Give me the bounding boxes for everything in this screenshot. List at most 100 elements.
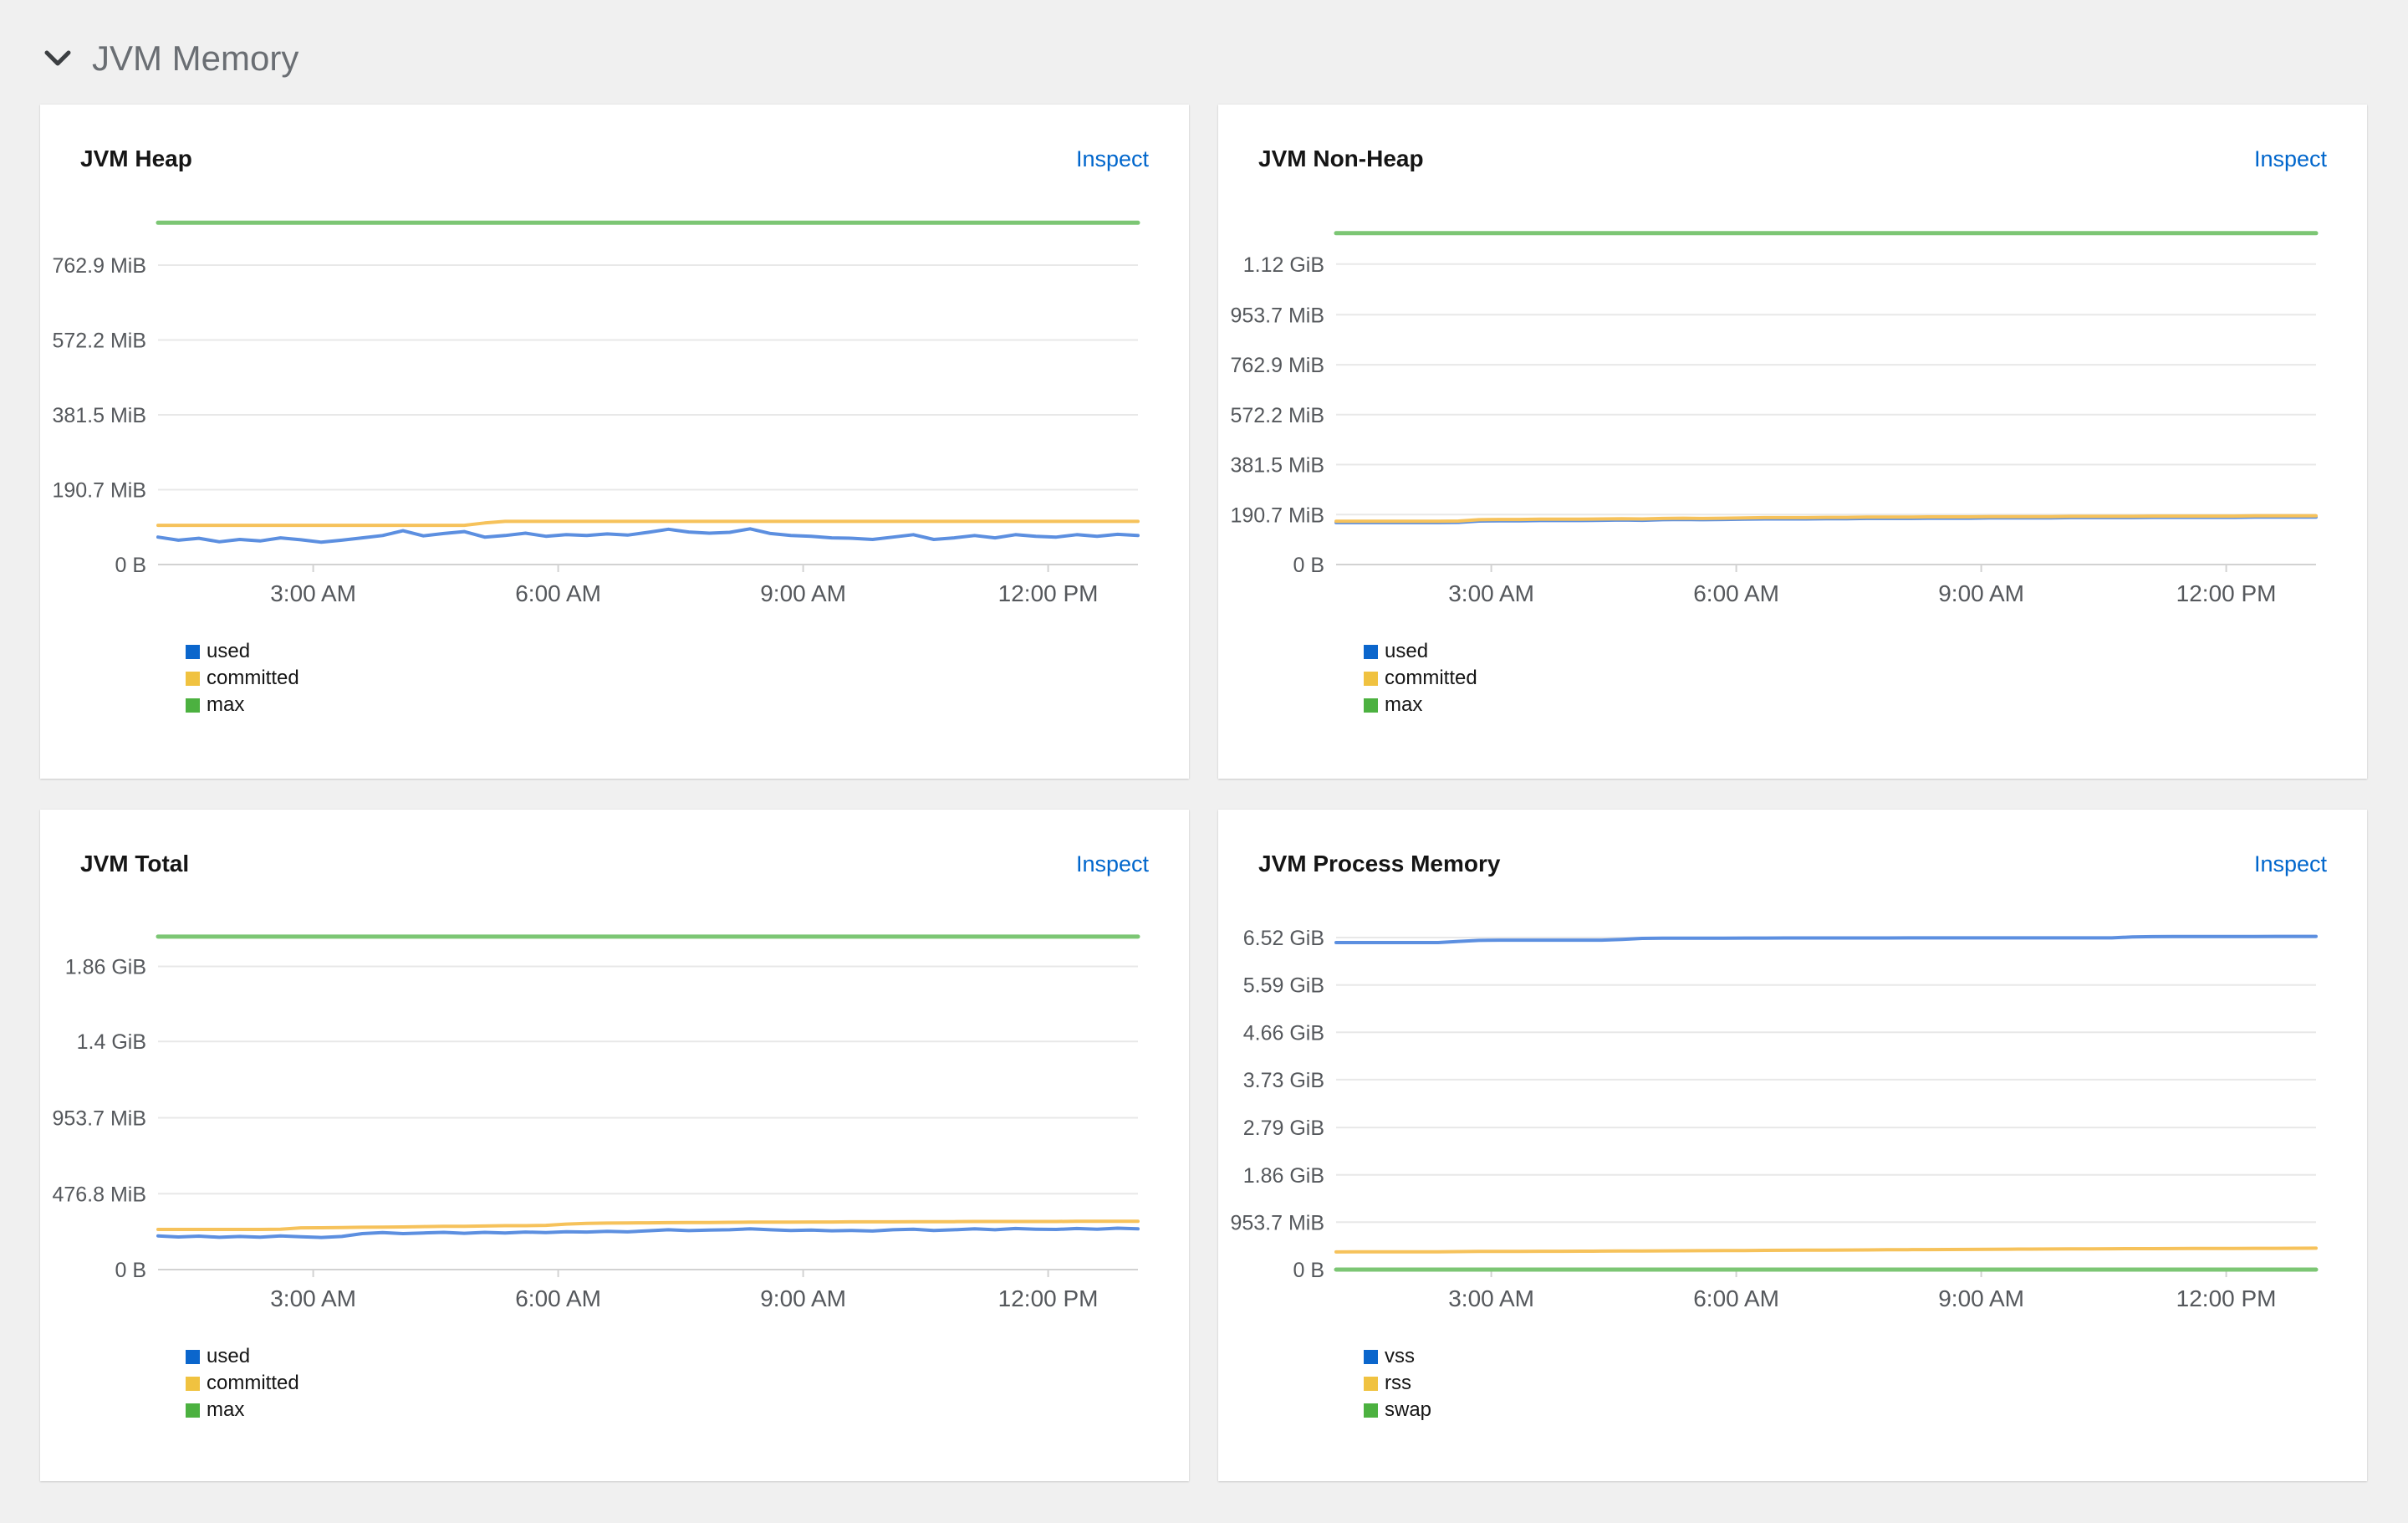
series-used	[156, 527, 1140, 544]
panel-jvm-heap: JVM Heap Inspect 0 B 190.7 MiB 381.5 MiB 57…	[40, 105, 1189, 779]
y-tick-label: 381.5 MiB	[52, 404, 146, 427]
y-tick-label: 4.66 GiB	[1243, 1021, 1324, 1045]
y-tick-label: 476.8 MiB	[52, 1183, 146, 1206]
legend-swatch	[1364, 1403, 1378, 1418]
chevron-down-icon[interactable]	[43, 49, 72, 68]
legend-swatch	[1364, 698, 1378, 713]
x-tick-label: 12:00 PM	[998, 580, 1099, 606]
panel-header: JVM Total Inspect	[80, 850, 1149, 878]
legend-label: used	[1385, 640, 1429, 662]
legend-item-max[interactable]: max	[186, 1400, 299, 1420]
y-tick-label: 190.7 MiB	[1230, 503, 1324, 527]
inspect-link[interactable]: Inspect	[2253, 851, 2327, 876]
legend-item-committed[interactable]: committed	[186, 668, 299, 688]
y-tick-label: 6.52 GiB	[1243, 927, 1324, 950]
panel-title: JVM Total	[80, 851, 190, 876]
panel-jvm-non-heap: JVM Non-Heap Inspect 0 B 190.7 MiB 381.5 M…	[1218, 105, 2367, 779]
legend-label: max	[207, 1398, 245, 1421]
y-tick-label: 2.79 GiB	[1243, 1117, 1324, 1140]
y-tick-label: 1.86 GiB	[1243, 1164, 1324, 1188]
panel-title: JVM Process Memory	[1258, 851, 1501, 876]
x-tick-label: 6:00 AM	[515, 580, 601, 606]
legend-swatch	[186, 1349, 200, 1364]
legend-item-rss[interactable]: rss	[1364, 1373, 1431, 1393]
legend-item-used[interactable]: used	[186, 1347, 299, 1367]
jvm-heap-chart[interactable]: 0 B 190.7 MiB 381.5 MiB 572.2 MiB 762.9 MiB 3…	[40, 205, 1189, 623]
series-rss	[1334, 1246, 2318, 1254]
legend-label: committed	[1385, 667, 1477, 689]
legend-item-used[interactable]: used	[186, 641, 299, 662]
chart-legend: used committed max	[186, 1347, 299, 1420]
series-committed	[1334, 514, 2318, 524]
chart-legend: vss rss swap	[1364, 1347, 1431, 1420]
legend-label: swap	[1385, 1398, 1432, 1421]
jvm-total-chart[interactable]: 0 B 476.8 MiB 953.7 MiB 1.4 GiB 1.86 GiB 3:00…	[40, 910, 1189, 1328]
legend-swatch	[186, 698, 200, 713]
y-tick-label: 953.7 MiB	[1230, 1211, 1324, 1234]
y-tick-label: 5.59 GiB	[1243, 974, 1324, 998]
panel-title: JVM Heap	[80, 146, 192, 171]
jvm-non-heap-chart[interactable]: 0 B 190.7 MiB 381.5 MiB 572.2 MiB 762.9 MiB 9…	[1218, 205, 2367, 623]
x-tick-label: 9:00 AM	[760, 1285, 846, 1311]
legend-label: rss	[1385, 1372, 1411, 1394]
legend-item-committed[interactable]: committed	[186, 1373, 299, 1393]
panel-header: JVM Non-Heap Inspect	[1258, 145, 2327, 173]
legend-item-max[interactable]: max	[186, 695, 299, 715]
legend-swatch	[186, 1403, 200, 1418]
y-tick-label: 1.4 GiB	[77, 1030, 146, 1054]
legend-swatch	[1364, 671, 1378, 686]
y-tick-label: 190.7 MiB	[52, 479, 146, 503]
legend-swatch	[1364, 1376, 1378, 1391]
x-tick-label: 9:00 AM	[1938, 1285, 2024, 1311]
y-tick-label: 1.86 GiB	[65, 956, 146, 979]
legend-item-max[interactable]: max	[1364, 695, 1477, 715]
y-tick-label: 953.7 MiB	[52, 1107, 146, 1131]
y-tick-label: 0 B	[1293, 554, 1324, 577]
x-tick-label: 3:00 AM	[270, 580, 356, 606]
legend-item-committed[interactable]: committed	[1364, 668, 1477, 688]
legend-swatch	[1364, 1349, 1378, 1364]
panel-header: JVM Process Memory Inspect	[1258, 850, 2327, 878]
chart-legend: used committed max	[1364, 641, 1477, 715]
chart-legend: used committed max	[186, 641, 299, 715]
inspect-link[interactable]: Inspect	[1075, 851, 1149, 876]
legend-swatch	[186, 1376, 200, 1391]
panel-header: JVM Heap Inspect	[80, 145, 1149, 173]
y-tick-label: 0 B	[1293, 1259, 1324, 1282]
inspect-link[interactable]: Inspect	[1075, 146, 1149, 171]
legend-label: committed	[207, 1372, 299, 1394]
legend-item-vss[interactable]: vss	[1364, 1347, 1431, 1367]
legend-swatch	[186, 671, 200, 686]
series-committed	[156, 1219, 1140, 1231]
y-tick-label: 1.12 GiB	[1243, 253, 1324, 277]
x-tick-label: 9:00 AM	[760, 580, 846, 606]
panel-jvm-total: JVM Total Inspect 0 B 476.8 MiB 953.7 MiB 1…	[40, 810, 1189, 1481]
y-tick-label: 762.9 MiB	[52, 254, 146, 278]
y-tick-label: 3.73 GiB	[1243, 1069, 1324, 1092]
dashboard-grid: JVM Heap Inspect 0 B 190.7 MiB 381.5 MiB 57…	[40, 105, 2367, 1481]
y-tick-label: 381.5 MiB	[1230, 454, 1324, 478]
y-tick-label: 0 B	[115, 1259, 146, 1282]
section-title: JVM Memory	[92, 38, 299, 78]
x-tick-label: 6:00 AM	[515, 1285, 601, 1311]
legend-label: used	[207, 1345, 251, 1367]
y-tick-label: 572.2 MiB	[1230, 404, 1324, 427]
legend-label: used	[207, 640, 251, 662]
y-tick-label: 953.7 MiB	[1230, 304, 1324, 327]
x-tick-label: 6:00 AM	[1693, 580, 1779, 606]
section-toggle-jvm-memory[interactable]: JVM Memory	[43, 32, 298, 85]
legend-swatch	[1364, 644, 1378, 659]
jvm-process-memory-chart[interactable]: 0 B 953.7 MiB 1.86 GiB 2.79 GiB 3.73 GiB 4.66…	[1218, 910, 2367, 1328]
legend-label: max	[207, 693, 245, 716]
x-tick-label: 3:00 AM	[1448, 1285, 1534, 1311]
inspect-link[interactable]: Inspect	[2253, 146, 2327, 171]
series-vss	[1334, 934, 2318, 944]
legend-item-swap[interactable]: swap	[1364, 1400, 1431, 1420]
series-used	[156, 1226, 1140, 1239]
y-tick-label: 0 B	[115, 554, 146, 577]
x-tick-label: 3:00 AM	[1448, 580, 1534, 606]
x-tick-label: 3:00 AM	[270, 1285, 356, 1311]
y-tick-label: 572.2 MiB	[52, 330, 146, 353]
legend-item-used[interactable]: used	[1364, 641, 1477, 662]
x-tick-label: 6:00 AM	[1693, 1285, 1779, 1311]
